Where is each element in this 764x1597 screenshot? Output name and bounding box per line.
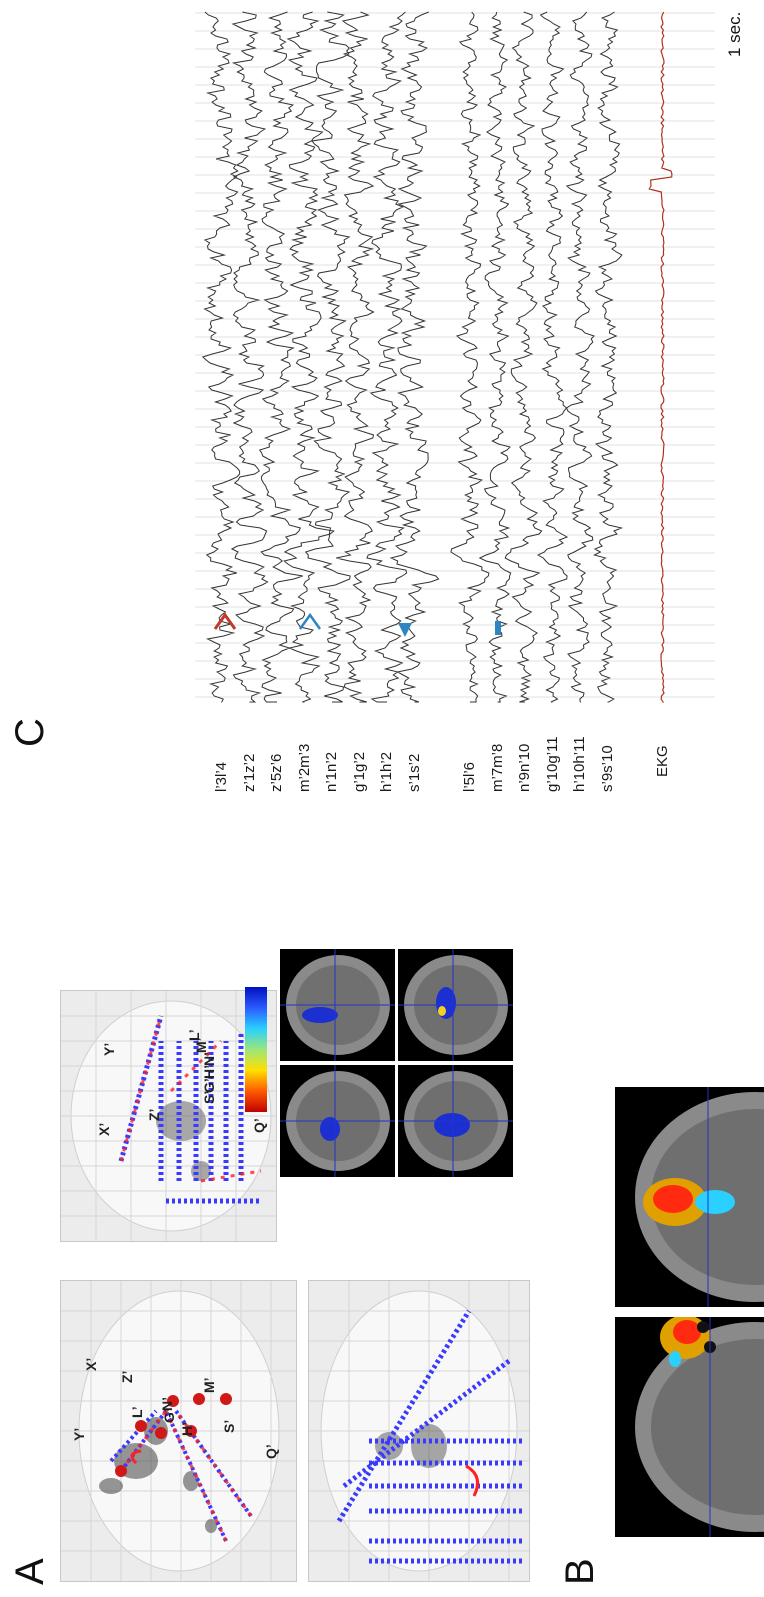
blue-arrow-marker bbox=[298, 612, 322, 630]
lead-label-x: X’ bbox=[83, 1357, 99, 1371]
panel-a-letter: A bbox=[8, 1558, 52, 1585]
lead-label-z: Z’ bbox=[119, 1370, 135, 1383]
eeg-trace bbox=[565, 11, 595, 703]
channel-label-column bbox=[210, 722, 710, 792]
coronal-lead-label-y: Y’ bbox=[101, 1042, 117, 1056]
eeg-trace bbox=[336, 11, 375, 703]
lead-label-h: H’ bbox=[179, 1422, 195, 1436]
coronal-lead-label-q: Q’ bbox=[251, 1118, 267, 1133]
channel-label: g’10g’11 bbox=[543, 736, 561, 792]
mri-slice-b-right-svg bbox=[635, 1087, 764, 1307]
lead-label-s: S’ bbox=[221, 1419, 237, 1433]
coronal-lead-label-s: S’ bbox=[201, 1090, 217, 1104]
ekg-label: EKG bbox=[653, 745, 671, 777]
channel-label: s’1s’2 bbox=[405, 753, 423, 792]
panel-b-letter: B bbox=[558, 1558, 602, 1585]
eeg-trace bbox=[536, 11, 569, 703]
channel-label: m’2m’3 bbox=[295, 743, 313, 792]
channel-label: h’1h’2 bbox=[378, 751, 395, 792]
mri-slice-bottom-right bbox=[398, 949, 513, 1061]
channel-label: n’1n’2 bbox=[323, 751, 340, 792]
channel-label: z’5z’6 bbox=[268, 753, 285, 792]
mri-slice-b-right bbox=[615, 1087, 764, 1307]
color-scale-bar bbox=[245, 987, 267, 1112]
coronal-lead-label-h: H’ bbox=[201, 1065, 217, 1079]
channel-label: l’3l’4 bbox=[213, 761, 230, 792]
channel-label: z’1z’2 bbox=[240, 753, 258, 792]
glass-brain-coronal: Y’ L’ M’ N’ H’ G’ S’ Z’ X’ Q’ bbox=[60, 990, 277, 1242]
mri-slice-top-right-svg bbox=[280, 949, 395, 1061]
channel-label: g’1g’2 bbox=[350, 751, 368, 792]
mri-slice-bottom-left bbox=[398, 1065, 513, 1177]
glass-brain-axial-svg bbox=[309, 1281, 529, 1581]
eeg-trace bbox=[504, 11, 543, 703]
glass-brain-sagittal-svg bbox=[61, 1281, 296, 1581]
blue-bar-marker bbox=[495, 621, 501, 635]
glass-brain-axial bbox=[308, 1280, 530, 1582]
blue-triangle-marker bbox=[398, 623, 412, 637]
coronal-lead-label-m: M’ bbox=[193, 1037, 209, 1053]
glass-brain-sagittal: N’ M’ Z’ L’ X’ G’ H’ S’ Y’ Q’ bbox=[60, 1280, 297, 1582]
lead-label-y: Y’ bbox=[71, 1427, 87, 1441]
lead-label-m: M’ bbox=[201, 1377, 217, 1393]
mri-slice-bottom-right-svg bbox=[398, 949, 513, 1061]
eeg-trace bbox=[201, 11, 241, 703]
eeg-trace bbox=[593, 11, 624, 703]
channel-label: s’9s’10 bbox=[598, 745, 616, 792]
coronal-lead-label-n: N’ bbox=[201, 1052, 217, 1066]
coronal-lead-label-z: Z’ bbox=[146, 1108, 162, 1121]
eeg-trace bbox=[283, 11, 335, 703]
red-arrow-marker bbox=[213, 612, 237, 630]
mri-slice-b-left bbox=[615, 1317, 764, 1537]
eeg-gridlines bbox=[195, 12, 715, 698]
ekg-trace bbox=[648, 11, 673, 703]
eeg-trace bbox=[258, 11, 303, 703]
mri-slice-top-right bbox=[280, 949, 395, 1061]
panel-c-letter: C bbox=[8, 718, 52, 747]
lead-label-q: Q’ bbox=[263, 1444, 279, 1459]
mri-slice-top-left-svg bbox=[280, 1065, 395, 1177]
eeg-trace bbox=[366, 11, 408, 703]
eeg-trace-lines bbox=[201, 11, 673, 703]
channel-label: h’10h’11 bbox=[571, 736, 588, 792]
eeg-trace bbox=[389, 11, 440, 703]
eeg-trace bbox=[230, 11, 269, 703]
mri-slice-top-left bbox=[280, 1065, 395, 1177]
channel-label: m’7m’8 bbox=[488, 743, 506, 792]
lead-label-g: G’ bbox=[161, 1408, 177, 1423]
mri-slice-b-left-svg bbox=[635, 1317, 764, 1537]
glass-brain-coronal-svg bbox=[61, 991, 276, 1241]
eeg-trace bbox=[450, 11, 490, 703]
channel-label: l’5l’6 bbox=[461, 761, 478, 792]
coronal-lead-label-x: X’ bbox=[96, 1122, 112, 1136]
eeg-traces bbox=[195, 11, 715, 703]
eeg-trace bbox=[304, 11, 351, 703]
eeg-trace bbox=[478, 11, 512, 703]
lead-label-l: L’ bbox=[129, 1406, 145, 1418]
channel-label: n’9n’10 bbox=[516, 743, 533, 792]
scale-bar-label: 1 sec. bbox=[725, 11, 744, 57]
mri-slice-bottom-left-svg bbox=[398, 1065, 513, 1177]
